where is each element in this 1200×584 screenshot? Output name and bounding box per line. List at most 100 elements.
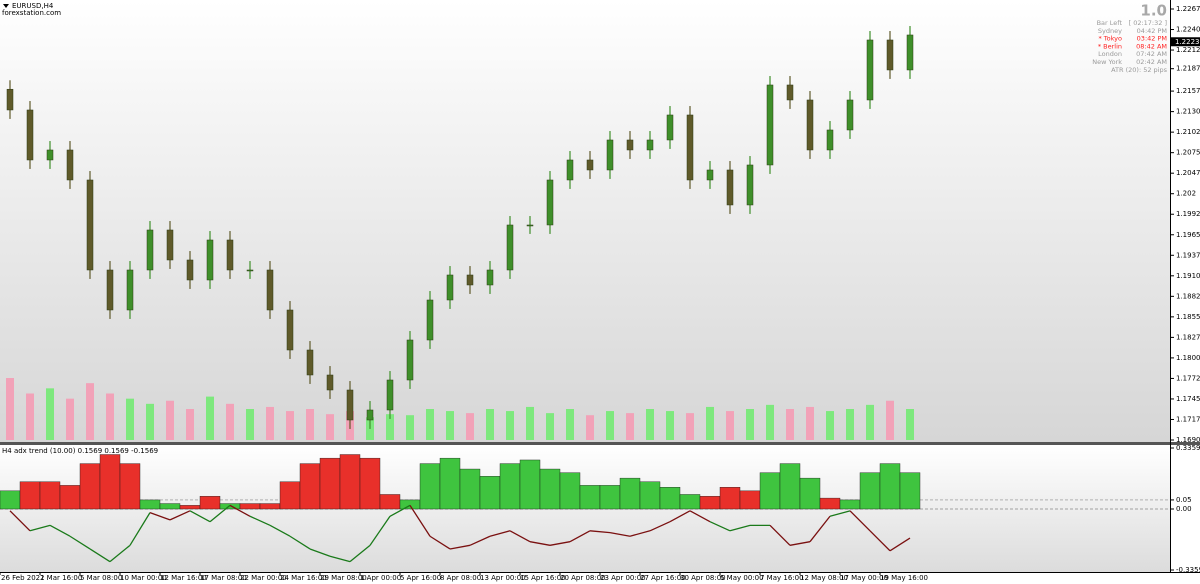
x-tick-label: 24 Mar 16:00 — [280, 574, 327, 582]
trend-line-segment — [469, 535, 491, 546]
trend-line-segment — [109, 544, 131, 563]
candle-body — [186, 259, 194, 281]
histogram-bar — [259, 503, 281, 510]
volume-bar — [546, 413, 554, 440]
candle-body — [206, 239, 214, 281]
histogram-bar — [719, 487, 741, 510]
histogram-bar — [539, 468, 561, 510]
candle-body — [146, 229, 154, 271]
volume-bar — [686, 413, 694, 440]
histogram-bar — [799, 477, 821, 510]
trend-line-segment — [649, 521, 671, 532]
trend-line-segment — [489, 530, 511, 537]
volume-bar — [146, 403, 154, 440]
histogram-bar — [559, 472, 581, 510]
y-tick-label: 1.19375 — [1176, 251, 1200, 259]
volume-bar — [126, 398, 134, 440]
volume-bar — [726, 411, 734, 440]
volume-bar — [626, 413, 634, 440]
volume-bar — [166, 400, 174, 440]
histogram-bar — [759, 472, 781, 510]
candle-body — [246, 269, 254, 272]
candle-body — [546, 179, 554, 226]
volume-bar — [866, 404, 874, 440]
trend-line-segment — [449, 544, 471, 550]
trend-line-segment — [149, 512, 171, 521]
trend-line-segment — [249, 515, 271, 526]
menu-triangle[interactable] — [3, 4, 9, 8]
volume-bar — [766, 404, 774, 440]
x-tick-label: 5 Apr 16:00 — [400, 574, 441, 582]
histogram-bar — [819, 497, 841, 510]
y-tick-label: 1.20475 — [1176, 169, 1200, 177]
histogram-bar — [639, 481, 661, 510]
main-layer — [6, 26, 914, 440]
y-tick-label: 0.05 — [1176, 496, 1192, 504]
y-tick-label: 1.22125 — [1176, 46, 1200, 54]
volume-bar — [66, 398, 74, 440]
trend-line-segment — [9, 510, 31, 532]
candle-body — [866, 39, 874, 101]
trend-line-segment — [629, 530, 651, 537]
info-label: London — [1098, 50, 1122, 58]
x-tick-label: 8 Apr 08:00 — [440, 574, 481, 582]
volume-bar — [606, 411, 614, 440]
trend-line-segment — [549, 541, 571, 546]
volume-bar — [566, 409, 574, 440]
volume-bar — [446, 411, 454, 440]
histogram-bar — [0, 490, 21, 510]
candle-body — [806, 99, 814, 151]
y-tick-label: 1.16900 — [1176, 436, 1200, 444]
x-tick-label: 5 Mar 08:00 — [80, 574, 122, 582]
candle-body — [646, 139, 654, 151]
candle-body — [566, 159, 574, 181]
x-tick-label: 17 Mar 08:00 — [200, 574, 247, 582]
trend-line-segment — [49, 524, 71, 537]
y-tick-label: 1.19925 — [1176, 210, 1200, 218]
y-tick-label: 1.21300 — [1176, 108, 1200, 116]
chart-title: EURUSD,H4 — [12, 2, 54, 10]
x-tick-label: 12 May 08:00 — [800, 574, 848, 582]
volume-bar — [266, 406, 274, 440]
trend-line-segment — [689, 510, 711, 523]
trend-line-segment — [69, 535, 91, 550]
info-value: 02:42 AM — [1136, 58, 1167, 66]
trend-line-segment — [769, 524, 791, 546]
candle-body — [446, 274, 454, 301]
volume-bar — [826, 411, 834, 440]
y-tick-label: 1.202 — [1176, 190, 1196, 198]
candle-body — [586, 159, 594, 171]
volume-bar — [646, 409, 654, 440]
y-tick-label: 1.17175 — [1176, 415, 1200, 423]
x-tick-label: 13 Apr 00:00 — [480, 574, 526, 582]
candle-body — [6, 88, 14, 111]
candle-body — [266, 269, 274, 311]
chart-subtitle: forexstation.com — [2, 9, 61, 17]
trend-line-segment — [729, 524, 751, 532]
histogram-bar — [319, 457, 341, 510]
main-panel — [0, 0, 1170, 442]
candle-body — [506, 224, 514, 271]
trend-line-segment — [429, 535, 451, 550]
trend-line-segment — [209, 504, 231, 523]
volume-bar — [306, 409, 314, 440]
info-label: * Tokyo — [1098, 35, 1122, 43]
volume-bar — [466, 413, 474, 440]
histogram-bar — [459, 468, 481, 510]
volume-bar — [746, 409, 754, 440]
trend-line-segment — [509, 530, 531, 543]
x-tick-label: 20 Apr 08:00 — [560, 574, 606, 582]
histogram-bar — [39, 481, 61, 510]
histogram-bar — [199, 496, 221, 510]
volume-bar — [886, 400, 894, 440]
trend-line-segment — [529, 541, 551, 546]
histogram-bar — [859, 472, 881, 510]
trend-line-segment — [569, 530, 591, 543]
indicator-title: H4 adx trend (10.00) 0.1569 0.1569 -0.15… — [2, 447, 158, 455]
trend-line-segment — [889, 537, 911, 552]
candle-body — [426, 299, 434, 341]
y-tick-label: 1.22400 — [1176, 26, 1200, 34]
x-tick-label: 19 May 16:00 — [880, 574, 928, 582]
trend-line-segment — [609, 531, 631, 537]
